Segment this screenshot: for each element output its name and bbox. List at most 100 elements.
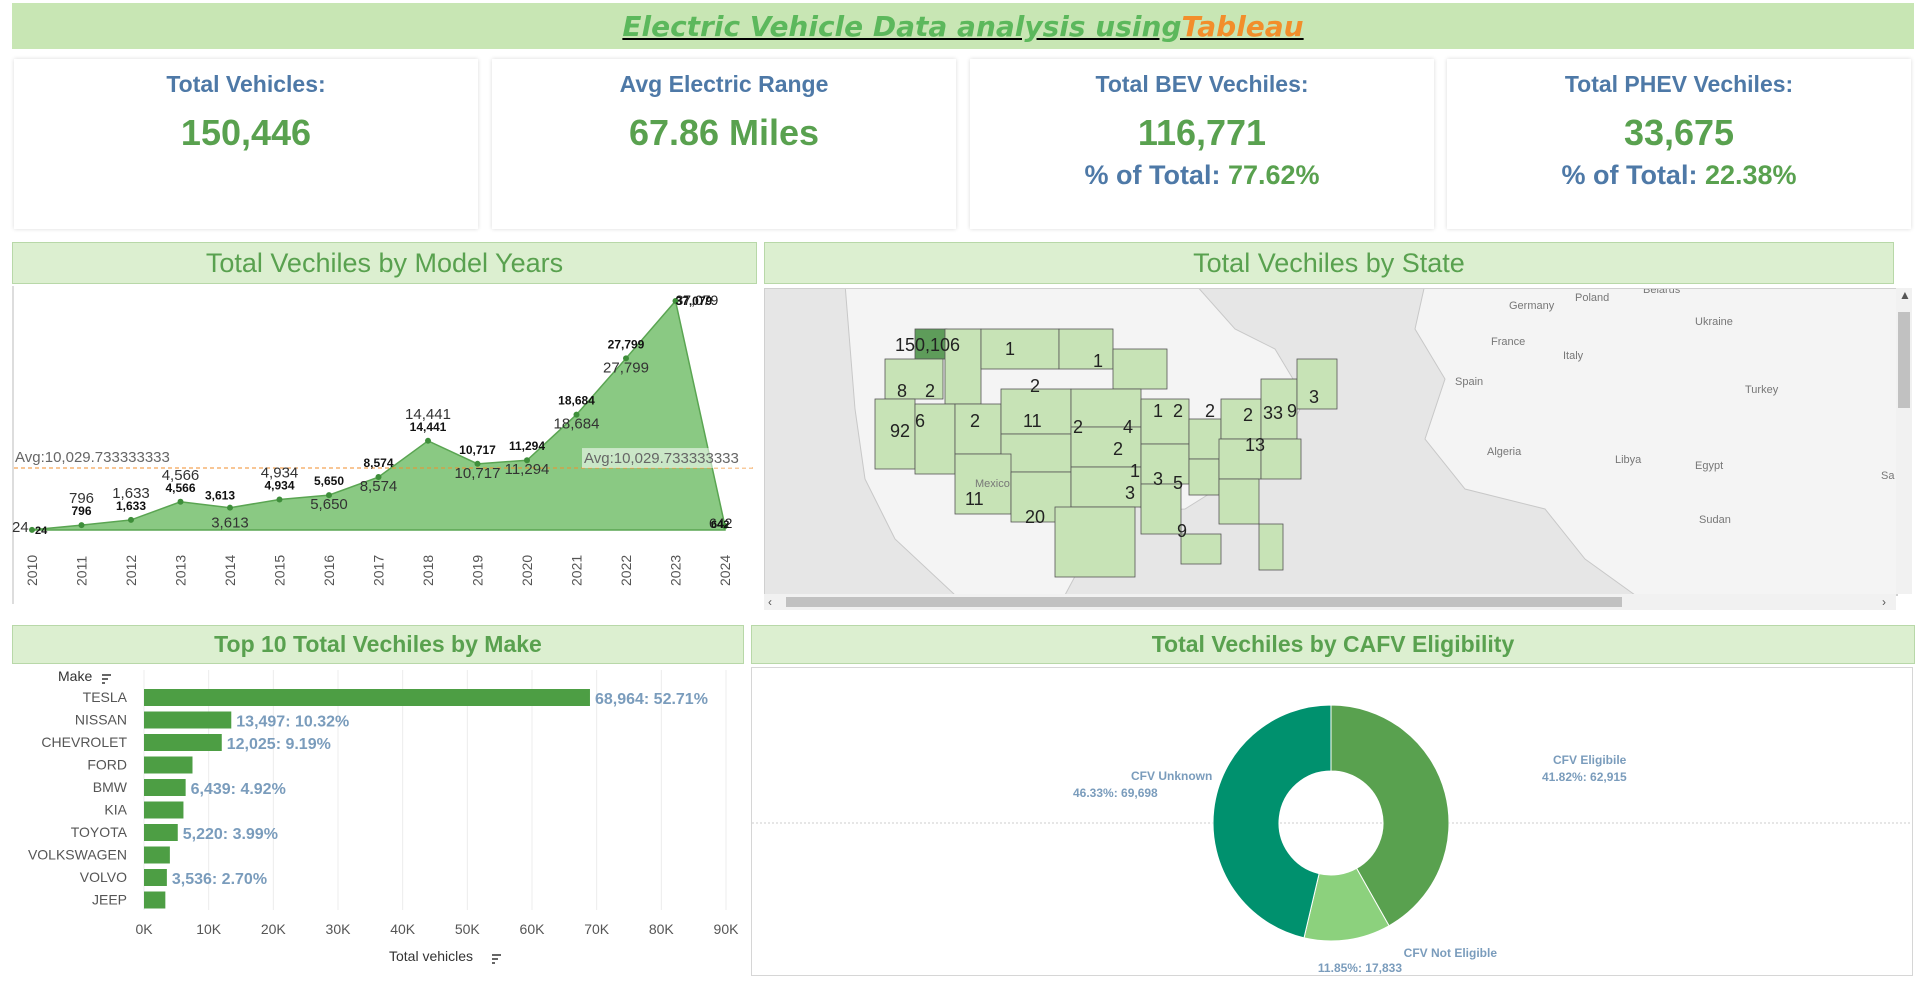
value-label-bold: 4,934 bbox=[264, 479, 294, 493]
x-tick-label: 2022 bbox=[618, 555, 634, 586]
scroll-right-icon[interactable]: › bbox=[1882, 595, 1886, 609]
place-name: Libya bbox=[1615, 454, 1642, 466]
value-label-bold: 1,633 bbox=[116, 499, 146, 513]
value-label: 11,294 bbox=[505, 461, 550, 478]
slice-value-label: 41.82%: 62,915 bbox=[1542, 770, 1627, 784]
state-value-label: 6 bbox=[915, 411, 925, 431]
bar-value-label: 68,964: 52.71% bbox=[595, 691, 708, 708]
place-name: Ukraine bbox=[1695, 316, 1733, 328]
value-label-bold: 24 bbox=[35, 525, 48, 537]
state-shape bbox=[1188, 418, 1222, 460]
kpi-percent: % of Total: 22.38% bbox=[1447, 160, 1911, 191]
place-name: Belarus bbox=[1643, 289, 1681, 296]
value-label-bold: 18,684 bbox=[558, 394, 595, 408]
map-vertical-scrollbar[interactable]: ▲ bbox=[1896, 288, 1912, 594]
x-tick-label: 10K bbox=[196, 921, 222, 937]
make-chart: Make 0K 10K 20K 30K 40K 50K 60K 70K 80K 90K TESLA 68… bbox=[28, 668, 739, 964]
value-label-bold: 4,566 bbox=[165, 481, 195, 495]
value-label-bold: 642 bbox=[711, 519, 729, 531]
state-shape bbox=[884, 358, 944, 400]
x-tick-label: 2014 bbox=[222, 555, 238, 586]
kpi-value: 67.86 Miles bbox=[628, 112, 820, 153]
value-label: 14,441 bbox=[405, 406, 451, 423]
value-label-bold: 11,294 bbox=[509, 439, 545, 453]
state-value-label: 2 bbox=[970, 411, 980, 431]
category-label: VOLVO bbox=[80, 869, 127, 885]
state-shape bbox=[1296, 358, 1338, 410]
bar bbox=[144, 801, 184, 819]
data-point bbox=[623, 355, 629, 362]
state-shape bbox=[980, 328, 1060, 370]
x-tick-label: 30K bbox=[326, 921, 352, 937]
donut-slice bbox=[1330, 704, 1450, 927]
kpi-value: 150,446 bbox=[180, 112, 312, 153]
kpi-percent: % of Total: 77.62% bbox=[970, 160, 1434, 191]
state-value-label: 2 bbox=[1205, 401, 1215, 421]
data-point bbox=[326, 492, 332, 499]
x-tick-label: 2012 bbox=[123, 555, 139, 586]
value-label: 642 bbox=[709, 515, 733, 531]
map-horizontal-scrollbar[interactable]: ‹ › bbox=[764, 594, 1896, 610]
state-value-label: 1 bbox=[1005, 339, 1015, 359]
state-shape bbox=[1218, 478, 1260, 525]
state-shape bbox=[1000, 433, 1072, 473]
value-label: 796 bbox=[69, 490, 94, 507]
state-value-label: 1 bbox=[1130, 461, 1140, 481]
place-name: Sudan bbox=[1699, 514, 1731, 526]
cafv-chart: CFV Eligibile 41.82%: 62,915 CFV Not Eligi… bbox=[752, 704, 1912, 975]
state-value-label: 3 bbox=[1153, 469, 1163, 489]
state-map[interactable]: 150,106 1 8 2 1 2 6 2 11 2 4 1 2 2 2 33 9 3 92 11 13 2 20 1 3 3 5 9… bbox=[764, 288, 1898, 596]
place-name: Turkey bbox=[1745, 384, 1779, 396]
value-label-bold: 8,574 bbox=[363, 456, 393, 470]
avg-label-left: Avg:10,029.733333333 bbox=[15, 449, 170, 466]
category-label: BMW bbox=[93, 779, 128, 795]
x-tick-label: 2018 bbox=[420, 555, 436, 586]
data-point bbox=[227, 504, 233, 511]
state-shape bbox=[1220, 398, 1262, 440]
data-point bbox=[474, 460, 481, 467]
state-shape bbox=[1218, 438, 1262, 480]
category-label: TOYOTA bbox=[71, 824, 128, 840]
category-label: TESLA bbox=[83, 689, 128, 705]
data-point bbox=[128, 516, 134, 523]
kpi-total-phev: Total PHEV Vechiles: 33,675 % of Total: … bbox=[1447, 59, 1911, 229]
bar-value-label: 6,439: 4.92% bbox=[191, 781, 286, 798]
sort-icon bbox=[492, 954, 501, 964]
slice-name-label: CFV Eligibile bbox=[1553, 753, 1627, 767]
state-shape bbox=[1260, 438, 1302, 480]
model-years-chart: Avg:10,029.733333333 Avg:10,029.733333333… bbox=[12, 286, 756, 604]
x-tick-label: 2017 bbox=[371, 555, 387, 586]
state-value-label: 2 bbox=[925, 381, 935, 401]
data-point bbox=[375, 474, 382, 481]
kpi-percent-label: % of Total: bbox=[1561, 160, 1705, 190]
category-label: JEEP bbox=[92, 892, 127, 908]
value-label-bold: 5,650 bbox=[314, 474, 344, 488]
bar-value-label: 13,497: 10.32% bbox=[236, 714, 349, 731]
state-value-label: 11 bbox=[965, 489, 984, 509]
value-label: 5,650 bbox=[310, 496, 348, 513]
x-tick-label: 2015 bbox=[272, 555, 288, 586]
place-name: Algeria bbox=[1487, 446, 1522, 458]
sort-icon bbox=[102, 674, 111, 684]
x-tick-label: 2023 bbox=[668, 555, 684, 586]
place-name: Italy bbox=[1563, 350, 1584, 362]
place-name: Germany bbox=[1509, 300, 1555, 312]
state-value-label: 2 bbox=[1073, 417, 1083, 437]
scroll-left-icon[interactable]: ‹ bbox=[768, 595, 772, 609]
bar-value-label: 3,536: 2.70% bbox=[172, 871, 267, 888]
data-point bbox=[177, 498, 184, 505]
slice-value-label: 11.85%: 17,833 bbox=[1318, 961, 1402, 975]
axis-header: Make bbox=[58, 668, 92, 684]
place-name: Egypt bbox=[1695, 460, 1723, 472]
x-tick-label: 2010 bbox=[24, 555, 40, 586]
state-value-label: 92 bbox=[890, 421, 910, 441]
scroll-up-icon[interactable]: ▲ bbox=[1899, 288, 1911, 302]
state-shape bbox=[1054, 506, 1136, 578]
scroll-thumb[interactable] bbox=[1898, 312, 1910, 408]
state-shape bbox=[874, 398, 916, 470]
scroll-thumb[interactable] bbox=[786, 597, 1622, 607]
bar-value-label: 12,025: 9.19% bbox=[227, 736, 331, 753]
kpi-avg-range: Avg Electric Range 67.86 Miles bbox=[492, 59, 956, 229]
